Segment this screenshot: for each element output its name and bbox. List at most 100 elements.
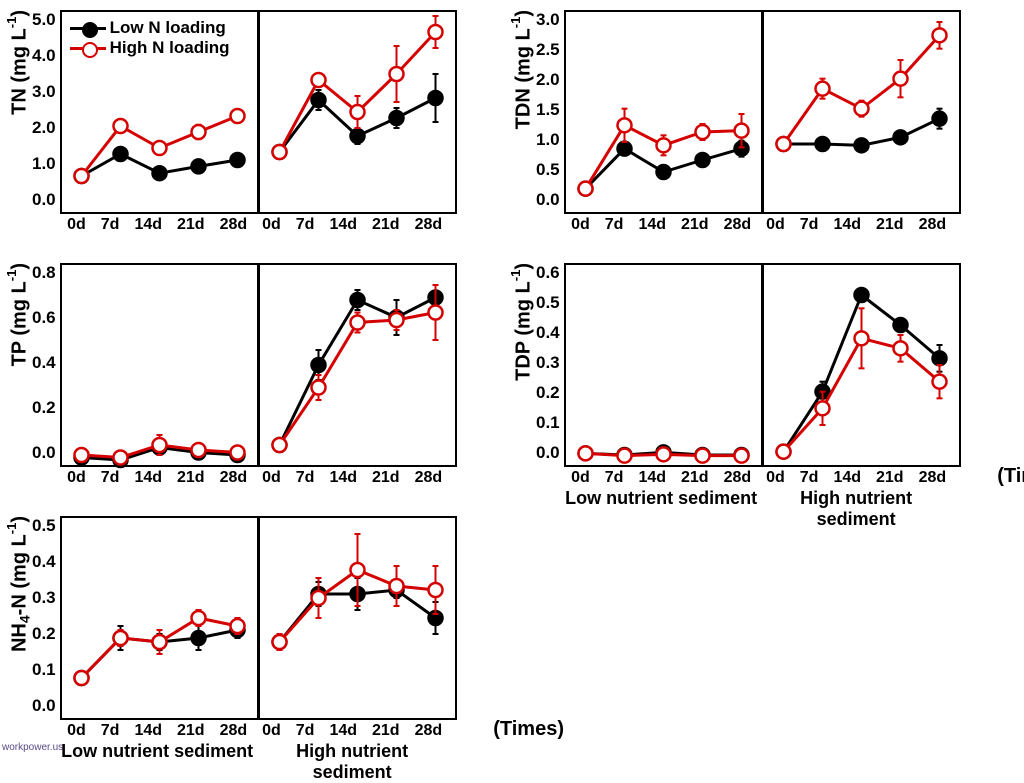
x-tick: 21d bbox=[681, 216, 709, 234]
x-section-label: Low nutrient sediment bbox=[60, 740, 255, 783]
y-tick: 2.5 bbox=[536, 40, 560, 60]
subplot bbox=[763, 10, 961, 214]
x-tick: 7d bbox=[296, 722, 315, 740]
x-section-label: High nutrient sediment bbox=[759, 487, 954, 530]
subplot bbox=[259, 10, 457, 214]
x-tick: 28d bbox=[220, 469, 248, 487]
subplot: Low N loadingHigh N loading bbox=[60, 10, 259, 214]
y-axis-label: TP (mg L-1) bbox=[0, 263, 32, 366]
x-tick: 14d bbox=[134, 469, 162, 487]
x-tick: 7d bbox=[101, 469, 120, 487]
y-tick: 0.0 bbox=[536, 443, 560, 463]
x-tick: 7d bbox=[800, 216, 819, 234]
x-tick: 14d bbox=[134, 722, 162, 740]
y-tick: 2.0 bbox=[32, 118, 56, 138]
x-section-label: Low nutrient sediment bbox=[564, 487, 759, 530]
times-label: (Times) bbox=[493, 718, 564, 741]
y-tick: 2.0 bbox=[536, 70, 560, 90]
panel-TDP: TDP (mg L-1)0.60.50.40.30.20.10.0(Times)… bbox=[504, 263, 1000, 508]
x-tick: 7d bbox=[800, 469, 819, 487]
subplot bbox=[564, 10, 763, 214]
y-tick: 1.5 bbox=[536, 100, 560, 120]
legend-label: Low N loading bbox=[110, 18, 226, 38]
x-tick: 0d bbox=[766, 469, 785, 487]
x-tick: 21d bbox=[876, 216, 904, 234]
subplot bbox=[259, 263, 457, 467]
x-tick: 0d bbox=[67, 722, 86, 740]
y-tick: 3.0 bbox=[32, 82, 56, 102]
x-tick: 21d bbox=[681, 469, 709, 487]
x-tick: 21d bbox=[372, 216, 400, 234]
x-tick: 21d bbox=[876, 469, 904, 487]
subplot bbox=[259, 516, 457, 720]
y-axis-label: NH4-N (mg L-1) bbox=[0, 516, 32, 652]
watermark: workpower.us bbox=[2, 742, 63, 753]
panel-NH4N: NH4-N (mg L-1)0.50.40.30.20.10.0(Times)0… bbox=[0, 516, 496, 761]
subplot bbox=[564, 263, 763, 467]
y-tick: 0.0 bbox=[536, 190, 560, 210]
x-tick: 14d bbox=[134, 216, 162, 234]
x-tick: 0d bbox=[67, 469, 86, 487]
x-tick: 28d bbox=[724, 469, 752, 487]
y-tick: 1.0 bbox=[536, 130, 560, 150]
x-section-label: High nutrient sediment bbox=[255, 740, 450, 783]
y-tick: 0.4 bbox=[32, 353, 56, 373]
panel-TDN: TDN (mg L-1)3.02.52.01.51.00.50.00d7d14d… bbox=[504, 10, 1000, 255]
y-tick: 0.2 bbox=[32, 624, 56, 644]
x-tick: 0d bbox=[571, 469, 590, 487]
x-tick: 14d bbox=[833, 216, 861, 234]
y-axis-label: TDN (mg L-1) bbox=[504, 10, 536, 129]
x-tick: 7d bbox=[296, 469, 315, 487]
y-tick: 0.4 bbox=[32, 552, 56, 572]
x-tick: 28d bbox=[220, 216, 248, 234]
y-tick: 0.6 bbox=[32, 308, 56, 328]
subplot bbox=[60, 263, 259, 467]
y-tick: 1.0 bbox=[32, 154, 56, 174]
x-tick: 0d bbox=[262, 722, 281, 740]
y-tick: 0.5 bbox=[32, 516, 56, 536]
x-tick: 14d bbox=[329, 469, 357, 487]
y-tick: 0.8 bbox=[32, 263, 56, 283]
x-tick: 7d bbox=[296, 216, 315, 234]
y-tick: 0.1 bbox=[536, 413, 560, 433]
x-tick: 28d bbox=[919, 216, 947, 234]
subplot bbox=[763, 263, 961, 467]
y-tick: 0.0 bbox=[32, 696, 56, 716]
legend: Low N loadingHigh N loading bbox=[66, 16, 234, 60]
x-tick: 28d bbox=[415, 216, 443, 234]
x-tick: 0d bbox=[262, 469, 281, 487]
x-tick: 28d bbox=[919, 469, 947, 487]
y-tick: 5.0 bbox=[32, 10, 56, 30]
x-tick: 7d bbox=[605, 216, 624, 234]
y-tick: 0.3 bbox=[536, 353, 560, 373]
times-label: (Times) bbox=[997, 465, 1024, 488]
y-tick: 4.0 bbox=[32, 46, 56, 66]
y-tick: 0.6 bbox=[536, 263, 560, 283]
y-axis-label: TN (mg L-1) bbox=[0, 10, 32, 115]
y-tick: 0.4 bbox=[536, 323, 560, 343]
x-tick: 28d bbox=[220, 722, 248, 740]
x-tick: 14d bbox=[833, 469, 861, 487]
x-tick: 7d bbox=[101, 216, 120, 234]
panel-TP: TP (mg L-1)0.8 0.6 0.4 0.2 0.0 0d 7d 14d 21d 28d 0… bbox=[0, 263, 496, 508]
x-tick: 14d bbox=[638, 469, 666, 487]
y-axis-label: TDP (mg L-1) bbox=[504, 263, 536, 381]
subplot bbox=[60, 516, 259, 720]
panel-TN: TN (mg L-1)5.0 4.0 3.0 2.0 1.0 0.0 Low N loadi… bbox=[0, 10, 496, 255]
x-tick: 0d bbox=[262, 216, 281, 234]
x-tick: 21d bbox=[372, 722, 400, 740]
y-tick: 0.2 bbox=[32, 398, 56, 418]
y-tick: 0.5 bbox=[536, 160, 560, 180]
y-tick: 0.0 bbox=[32, 190, 56, 210]
y-tick: 0.0 bbox=[32, 443, 56, 463]
x-tick: 7d bbox=[101, 722, 120, 740]
y-tick: 0.2 bbox=[536, 383, 560, 403]
x-tick: 21d bbox=[177, 722, 205, 740]
x-tick: 21d bbox=[372, 469, 400, 487]
x-tick: 0d bbox=[67, 216, 86, 234]
x-tick: 28d bbox=[415, 469, 443, 487]
x-tick: 28d bbox=[415, 722, 443, 740]
y-tick: 0.5 bbox=[536, 293, 560, 313]
x-tick: 14d bbox=[329, 722, 357, 740]
x-tick: 21d bbox=[177, 216, 205, 234]
